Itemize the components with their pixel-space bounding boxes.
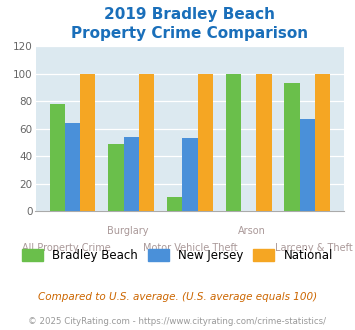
Bar xyxy=(80,74,95,211)
Bar xyxy=(124,137,139,211)
Bar xyxy=(300,119,315,211)
Text: Compared to U.S. average. (U.S. average equals 100): Compared to U.S. average. (U.S. average … xyxy=(38,292,317,302)
Bar xyxy=(315,74,330,211)
Bar xyxy=(256,74,272,211)
Text: © 2025 CityRating.com - https://www.cityrating.com/crime-statistics/: © 2025 CityRating.com - https://www.city… xyxy=(28,317,327,326)
Bar xyxy=(167,197,182,211)
Bar xyxy=(198,74,213,211)
Text: Motor Vehicle Theft: Motor Vehicle Theft xyxy=(143,243,237,252)
Bar xyxy=(139,74,154,211)
Bar xyxy=(284,83,300,211)
Bar xyxy=(182,138,198,211)
Bar xyxy=(108,144,124,211)
Text: Burglary: Burglary xyxy=(108,226,149,236)
Text: All Property Crime: All Property Crime xyxy=(22,243,111,252)
Text: Arson: Arson xyxy=(238,226,266,236)
Legend: Bradley Beach, New Jersey, National: Bradley Beach, New Jersey, National xyxy=(17,244,338,266)
Bar xyxy=(226,74,241,211)
Bar xyxy=(50,104,65,211)
Bar xyxy=(65,123,80,211)
Title: 2019 Bradley Beach
Property Crime Comparison: 2019 Bradley Beach Property Crime Compar… xyxy=(71,7,308,41)
Text: Larceny & Theft: Larceny & Theft xyxy=(274,243,353,252)
